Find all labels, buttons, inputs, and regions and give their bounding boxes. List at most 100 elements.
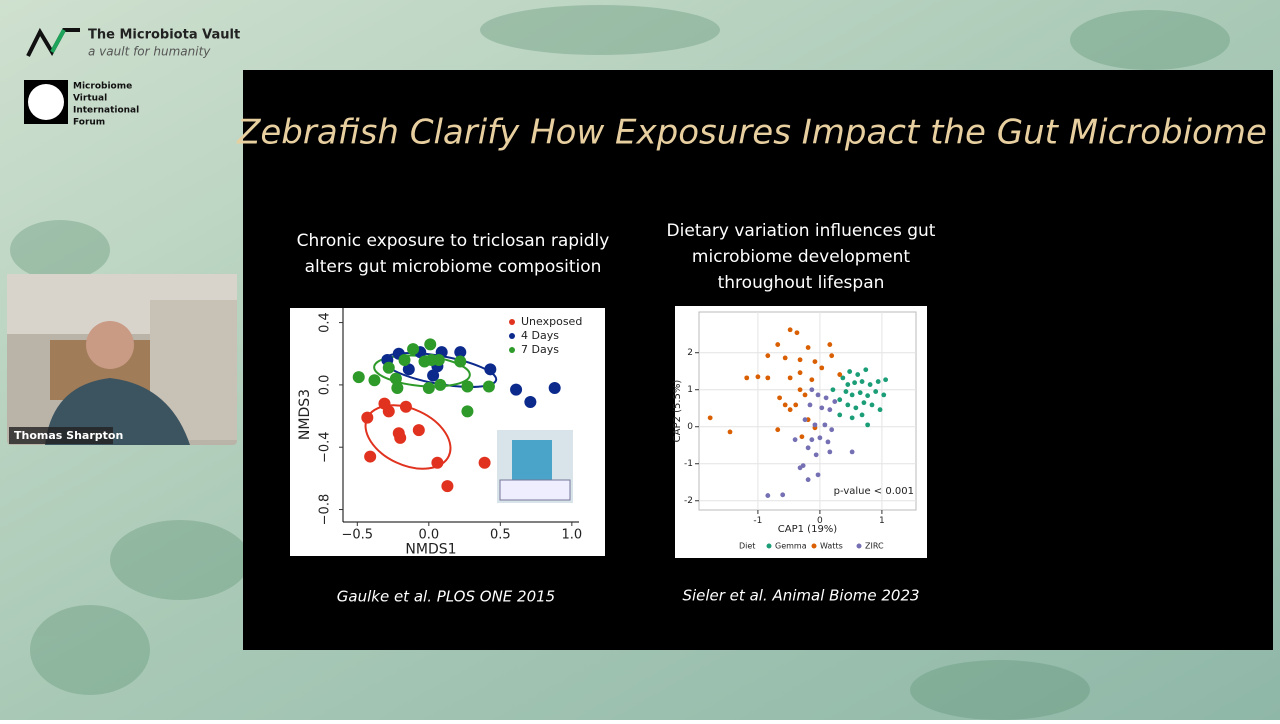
point	[817, 435, 823, 441]
point	[837, 397, 843, 403]
point	[432, 353, 445, 366]
point	[843, 389, 849, 394]
point	[805, 445, 811, 451]
point	[809, 377, 815, 383]
point	[765, 375, 771, 381]
point	[830, 387, 836, 393]
point	[881, 392, 887, 398]
caption: alters gut microbiome composition	[305, 257, 602, 277]
point	[829, 353, 835, 359]
y-tick-label: -2	[684, 496, 693, 506]
point	[361, 411, 374, 424]
point	[744, 375, 750, 381]
point	[399, 400, 412, 413]
point	[799, 434, 805, 440]
legend-label: 4 Days	[521, 329, 559, 342]
point	[849, 392, 855, 398]
caption: throughout lifespan	[718, 273, 885, 293]
point	[777, 395, 782, 401]
point	[809, 437, 815, 443]
legend-swatch	[509, 333, 515, 339]
point	[849, 415, 855, 421]
y-axis-label: NMDS3	[297, 389, 313, 440]
point	[422, 382, 435, 395]
point	[827, 407, 833, 413]
legend-swatch	[856, 543, 862, 549]
point	[807, 402, 813, 408]
point	[780, 492, 786, 498]
point	[805, 345, 811, 350]
point	[859, 379, 865, 384]
point	[845, 382, 851, 387]
point	[765, 353, 771, 359]
point	[802, 417, 808, 423]
point	[827, 342, 833, 347]
point	[352, 371, 365, 384]
point	[827, 449, 833, 455]
point	[461, 405, 474, 418]
point	[813, 452, 819, 458]
point	[875, 379, 881, 384]
y-tick-label: -1	[684, 459, 693, 469]
point	[809, 387, 815, 393]
point	[815, 392, 821, 398]
inset-photo	[497, 430, 573, 503]
point	[861, 400, 867, 406]
speaker-video[interactable]: Thomas Sharpton	[7, 274, 237, 445]
point	[389, 372, 402, 385]
point	[837, 412, 843, 418]
y-tick-label: 0.0	[318, 375, 333, 396]
point	[823, 395, 829, 401]
point	[825, 439, 831, 445]
point	[832, 399, 838, 404]
legend-title: Diet	[739, 542, 755, 551]
point	[792, 437, 798, 443]
annotation: p-value < 0.001	[834, 486, 914, 497]
x-tick-label: −0.5	[342, 528, 374, 543]
legend-label: 7 Days	[521, 343, 559, 356]
point	[765, 493, 771, 498]
point	[775, 427, 781, 433]
legend-label: ZIRC	[865, 542, 884, 551]
point	[867, 382, 873, 387]
point	[707, 415, 713, 421]
brand-name: The Microbiota Vault	[88, 28, 240, 43]
point	[548, 382, 561, 395]
point	[869, 402, 875, 408]
x-tick-label: 0.0	[418, 528, 439, 543]
point	[407, 343, 420, 356]
point	[510, 383, 523, 396]
point	[873, 389, 879, 394]
point	[441, 480, 454, 493]
legend-label: Watts	[820, 542, 843, 551]
point	[454, 355, 467, 368]
point	[812, 359, 818, 364]
point	[787, 407, 793, 413]
y-tick-label: 0.4	[318, 312, 333, 333]
point	[793, 402, 799, 408]
y-tick-label: 0	[687, 422, 693, 432]
citation: Sieler et al. Animal Biome 2023	[682, 587, 919, 605]
point	[837, 372, 843, 377]
forum-line: International	[73, 106, 139, 116]
point	[819, 365, 825, 371]
point	[402, 363, 415, 376]
point	[805, 477, 811, 483]
point	[849, 449, 855, 455]
point	[484, 363, 497, 376]
point	[797, 370, 803, 376]
point	[829, 427, 835, 433]
point	[727, 429, 733, 435]
x-tick-label: 0.5	[490, 528, 511, 543]
point	[877, 407, 883, 413]
charts: −0.5 0.0 0.5 1.0 0.4 0.0 −0.4 −0.8 NMDS1 NMDS3 Une…	[297, 307, 917, 557]
point	[478, 456, 491, 469]
legend-swatch	[811, 543, 817, 549]
point	[863, 367, 869, 373]
x-tick-label: -1	[753, 516, 762, 526]
point	[797, 357, 803, 363]
point	[797, 387, 803, 393]
caption: Chronic exposure to triclosan rapidly	[297, 231, 610, 251]
